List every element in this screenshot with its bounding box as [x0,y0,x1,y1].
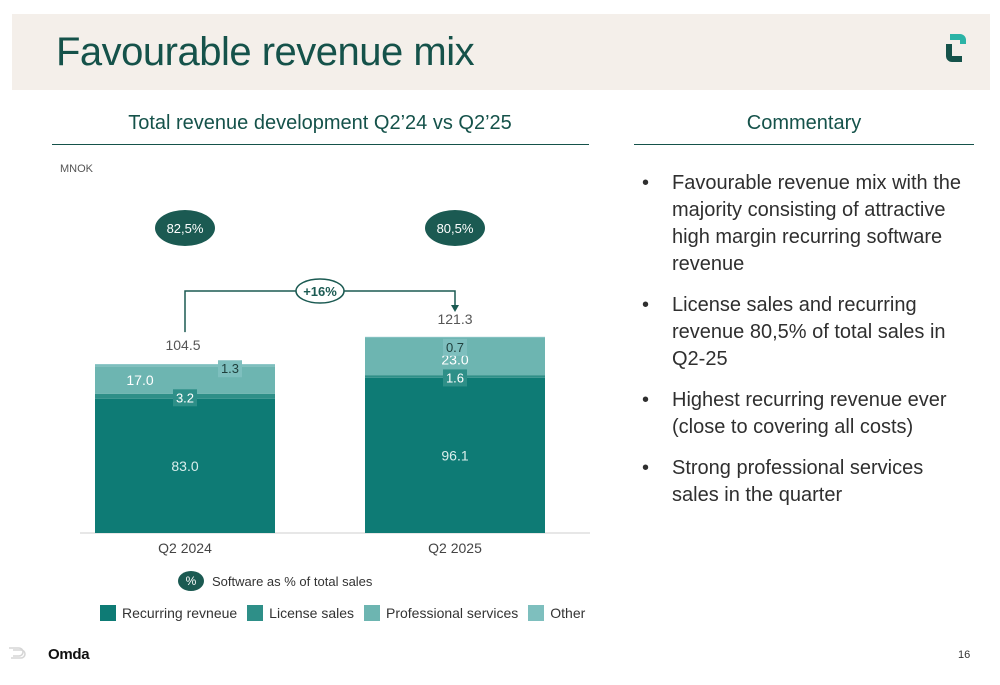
data-label-box [443,369,467,387]
commentary-bullet-text: Favourable revenue mix with the majority… [672,172,962,275]
legend-label: Recurring revneue [122,605,238,621]
legend-label: License sales [269,605,354,621]
data-label: 1.6 [446,370,464,385]
bar-segment [365,377,545,533]
commentary-bullet: • Highest recurring revenue ever (close t… [640,387,970,441]
commentary-bullet: • Favourable revenue mix with the majorit… [640,170,970,278]
data-label: 96.1 [441,447,468,463]
commentary-bullet: • Strong professional services sales in t… [640,455,970,509]
percent-badge: % [178,571,204,591]
software-share-label: 80,5% [437,221,474,236]
footer-logo: Omda [48,646,90,663]
data-label: 83.0 [171,458,198,474]
total-label: 104.5 [165,337,200,353]
legend-swatch [364,605,380,621]
commentary-title: Commentary [746,112,862,134]
unit-label: MNOK [60,163,93,175]
legend-item: License sales [247,605,354,621]
legend-swatch [247,605,264,621]
software-share-note: % Software as % of total sales [178,571,372,591]
data-label: 0.7 [446,340,464,355]
growth-badge [295,278,345,304]
x-tick-label: Q2 2025 [428,540,482,556]
legend-swatch [528,605,545,621]
legend-label: Other [550,605,586,621]
commentary-bullet-text: Strong professional services sales in th… [672,457,924,506]
bar-segment [95,366,275,394]
software-share-badge [155,210,215,246]
header-band [12,14,990,90]
legend-item: Professional services [364,605,518,621]
bullet-icon: • [642,457,650,479]
x-tick-label: Q2 2024 [158,540,212,556]
commentary-bullet-text: License sales and recurring revenue 80,5… [672,294,946,370]
commentary-bullet-text: Highest recurring revenue ever (close to… [672,389,947,438]
bullet-icon: • [642,389,650,411]
bar-segment [95,398,275,533]
commentary-list: • Favourable revenue mix with the majorit… [640,170,970,523]
bullet-icon: • [642,294,650,316]
bullet-icon: • [642,172,650,194]
software-share-note-text: Software as % of total sales [212,573,373,589]
footer-decoration-icon [9,647,26,659]
page-number: 16 [958,649,971,661]
commentary-rule [634,144,974,145]
brand-logo-icon [946,34,966,62]
growth-arrowhead-icon [451,305,459,312]
data-label: 17.0 [126,372,153,388]
legend-item: Recurring revneue [100,605,237,621]
legend-item: Other [528,605,585,621]
bar-segment [365,336,545,338]
data-label: 3.2 [176,390,194,405]
chart-legend: Recurring revneue License sales Profession… [100,605,585,621]
chart-panel-title: Total revenue development Q2’24 vs Q2’25 [128,112,512,134]
chart-panel-rule [52,144,589,145]
legend-label: Professional services [386,605,519,621]
data-label-box [443,338,467,356]
software-share-badge [425,210,485,246]
data-label: 1.3 [221,361,239,376]
growth-label: +16% [303,284,337,299]
page-title: Favourable revenue mix [56,30,475,74]
commentary-bullet: • License sales and recurring revenue 80,… [640,292,970,373]
data-label-box [173,389,197,407]
software-share-label: 82,5% [167,221,204,236]
total-label: 121.3 [437,311,472,327]
bar-segment [95,364,275,367]
legend-swatch [100,605,116,621]
data-label-box [218,360,242,378]
